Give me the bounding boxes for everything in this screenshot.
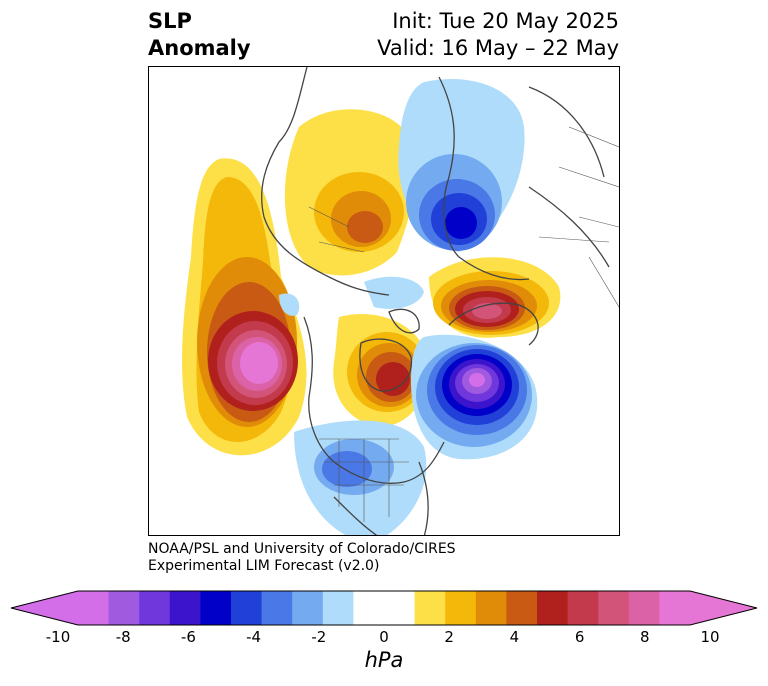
credit-block: NOAA/PSL and University of Colorado/CIRE… [148,541,456,575]
title-line-1: SLP [148,9,192,33]
colorbar-swatch [598,591,630,625]
map-svg [182,67,619,535]
anomaly-low-polar [279,79,525,316]
colorbar-swatch [353,591,385,625]
colorbar-unit: hPa [364,648,404,672]
anomaly-map [148,66,620,536]
colorbar-swatch [200,591,232,625]
colorbar-ticks: -10 -8 -6 -4 -2 0 2 4 6 8 10 [0,628,768,648]
colorbar-tick-label: -10 [45,628,71,646]
forecast-dates: Init: Tue 20 May 2025 Valid: 16 May – 22… [377,8,619,62]
colorbar-swatch [261,591,293,625]
colorbar-swatch [628,591,660,625]
credit-line-2: Experimental LIM Forecast (v2.0) [148,558,380,574]
colorbar-tick-label: -2 [311,628,327,646]
colorbar-tick-label: 2 [444,628,454,646]
credit-line-1: NOAA/PSL and University of Colorado/CIRE… [148,541,456,557]
colorbar-swatch [475,591,507,625]
colorbar-tick-label: -4 [246,628,262,646]
colorbar-swatch [384,591,416,625]
anomaly-low-eastern-us [294,420,427,535]
colorbar-extend-min [11,591,78,625]
colorbar-swatch [567,591,599,625]
colorbar-swatch [169,591,201,625]
colorbar-swatch [322,591,354,625]
anomaly-high-europe [429,257,561,338]
anomaly-high-hudson [333,313,429,427]
anomaly-high-ne-pacific [182,158,307,456]
colorbar-tick-label: 0 [379,628,389,646]
colorbar-tick-label: 8 [640,628,650,646]
colorbar-swatch [445,591,477,625]
colorbar-tick-label: -6 [180,628,196,646]
borders [308,126,619,522]
colorbar-swatch [231,591,263,625]
colorbar-outline [10,590,758,626]
valid-range: Valid: 16 May – 22 May [377,36,619,60]
colorbar-swatch [506,591,538,625]
colorbar-swatch [537,591,569,625]
colorbar-swatch [292,591,324,625]
colorbar-swatch [139,591,171,625]
colorbar [10,590,758,626]
colorbar-tick-label: 4 [509,628,520,646]
colorbar-extend-max [690,591,757,625]
colorbar-swatch [414,591,446,625]
colorbar-swatch [659,591,691,625]
colorbar-tick-label: 10 [700,628,720,646]
anomaly-high-ne-russia [284,109,416,276]
init-date: Init: Tue 20 May 2025 [392,9,619,33]
colorbar-swatch [108,591,140,625]
colorbar-tick-label: -8 [115,628,131,646]
colorbar-swatch [78,591,110,625]
chart-title: SLP Anomaly [148,8,251,62]
title-line-2: Anomaly [148,36,251,60]
colorbar-tick-label: 6 [574,628,585,646]
anomaly-low-atlantic [411,334,538,460]
